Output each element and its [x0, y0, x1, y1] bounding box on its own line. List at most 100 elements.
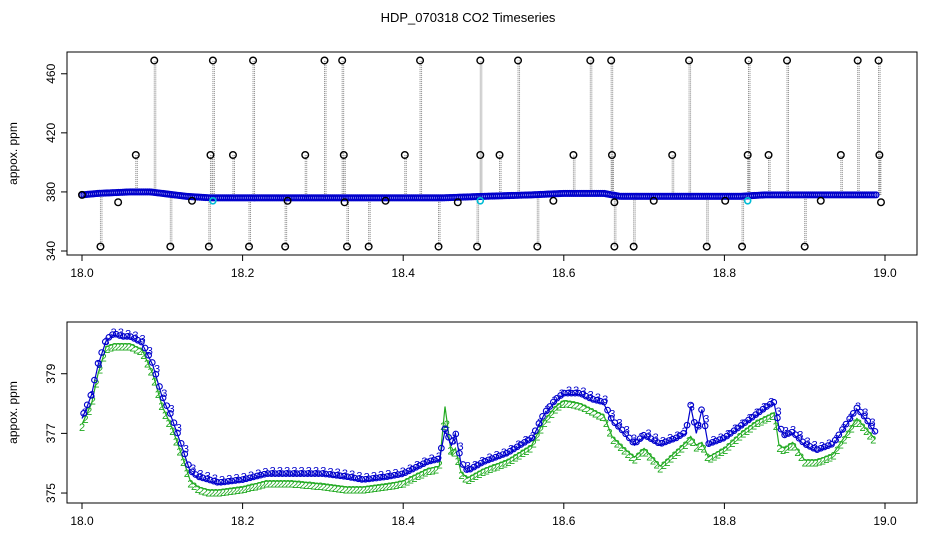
series-2-marker: 2: [657, 464, 663, 476]
series-2-marker: 2: [834, 445, 840, 457]
series-3-circle: [235, 476, 243, 484]
series-2-marker: 2: [231, 486, 237, 498]
series-3-circle: [607, 414, 615, 422]
series-3-marker: 3: [573, 385, 579, 397]
series-3-circle: [297, 470, 304, 477]
series-2-marker: 2: [794, 447, 800, 459]
series-2-marker: 2: [863, 426, 869, 438]
series-2-marker: 2: [505, 457, 511, 469]
series-3-marker: 3: [494, 449, 500, 461]
series-2-marker: 2: [408, 475, 414, 487]
series-2-marker: 2: [433, 464, 439, 476]
series-2-marker: 2: [155, 389, 161, 401]
outlier-point: [702, 242, 711, 251]
series-3-circle: [206, 476, 214, 484]
series-3-circle: [412, 463, 420, 471]
series-2-marker: 2: [758, 416, 764, 428]
series-3-circle: [311, 470, 319, 477]
series-2-marker: 2: [133, 344, 139, 356]
outlier-point: [607, 150, 616, 159]
outlier-point: [188, 196, 197, 205]
series-2-marker: 2: [415, 471, 421, 483]
series-3-circle: [492, 453, 499, 461]
series-3-circle: [665, 437, 673, 444]
series-2-marker: 2: [158, 401, 164, 413]
series-2-marker: 2: [672, 450, 678, 462]
series-2-marker: 2: [126, 341, 132, 353]
outlier-point: [208, 56, 217, 65]
series-3-circle: [257, 471, 265, 479]
series-3-circle: [271, 470, 279, 477]
outlier-point: [533, 242, 542, 251]
series-3-marker: 3: [544, 404, 550, 416]
series-2-marker: 2: [419, 469, 425, 481]
series-2-marker: 2: [596, 410, 602, 422]
series-3-marker: 3: [790, 424, 796, 436]
series-2-marker: 2: [111, 341, 117, 353]
series-3-circle: [369, 475, 377, 482]
series-2-marker: 2: [487, 464, 493, 476]
series-2-marker: 2: [191, 481, 197, 493]
series-3-circle: [282, 470, 290, 477]
series-3-circle: [362, 475, 369, 483]
series-3-circle: [116, 332, 124, 339]
series-3-circle: [871, 427, 879, 435]
series-3-circle: [459, 461, 467, 468]
series-2-marker: 2: [831, 450, 837, 462]
outlier-point: [131, 150, 140, 159]
outlier-point: [320, 56, 329, 65]
series-2-marker: 2: [368, 483, 374, 495]
series-2-marker: 2: [137, 346, 143, 358]
series-3-circle: [253, 472, 261, 480]
series-2-marker: 2: [726, 442, 732, 454]
series-2-marker: 2: [769, 411, 775, 423]
series-2-marker: 2: [372, 483, 378, 495]
series-2-marker: 2: [827, 453, 833, 465]
x-tick-label: 18.2: [231, 514, 255, 528]
series-2-marker: 2: [737, 432, 743, 444]
series-3-marker: 3: [841, 423, 847, 435]
series-3-marker: 3: [747, 412, 753, 424]
series-3-circle: [383, 473, 391, 480]
series-2-marker: 2: [780, 445, 786, 457]
series-2-marker: 2: [462, 473, 468, 485]
series-2-marker: 2: [466, 475, 472, 487]
series-2-marker: 2: [390, 480, 396, 492]
series-3-circle: [293, 470, 301, 477]
outlier-point: [610, 242, 619, 251]
series-3-circle: [405, 467, 413, 475]
series-3-circle: [846, 415, 854, 423]
series-2-marker: 2: [130, 342, 136, 354]
series-2-marker: 2: [578, 401, 584, 413]
x-tick-label: 18.4: [392, 266, 416, 280]
series-3-marker: 3: [660, 435, 666, 447]
series-3-marker: 3: [869, 417, 875, 429]
series-2-marker: 2: [256, 480, 262, 492]
series-3-marker: 3: [154, 363, 160, 375]
series-2-marker: 2: [798, 452, 804, 464]
series-2-marker: 2: [252, 481, 258, 493]
series-2-marker: 2: [744, 426, 750, 438]
series-3-circle: [452, 430, 460, 438]
series-2-marker: 2: [411, 473, 417, 485]
outlier-point: [783, 56, 792, 65]
series-3-circle: [477, 459, 485, 467]
series-3-circle: [166, 410, 174, 417]
series-2-marker: 2: [570, 400, 576, 412]
outlier-point: [876, 198, 885, 207]
outlier-point: [283, 196, 292, 205]
series-3-marker: 3: [291, 466, 297, 478]
series-3-circle: [806, 443, 814, 450]
series-2-marker: 2: [267, 478, 273, 490]
series-3-marker: 3: [277, 466, 283, 478]
series-2-marker: 2: [278, 478, 284, 490]
series-3-circle: [448, 438, 456, 445]
series-2-marker: 2: [773, 421, 779, 433]
series-2-marker: 2: [422, 468, 428, 480]
series-3-marker: 3: [761, 402, 767, 414]
series-2-marker: 2: [679, 443, 685, 455]
series-3-circle: [528, 434, 536, 442]
series-3-marker: 3: [335, 467, 341, 479]
series-2-marker: 2: [849, 424, 855, 436]
series-2-marker: 2: [101, 352, 107, 364]
